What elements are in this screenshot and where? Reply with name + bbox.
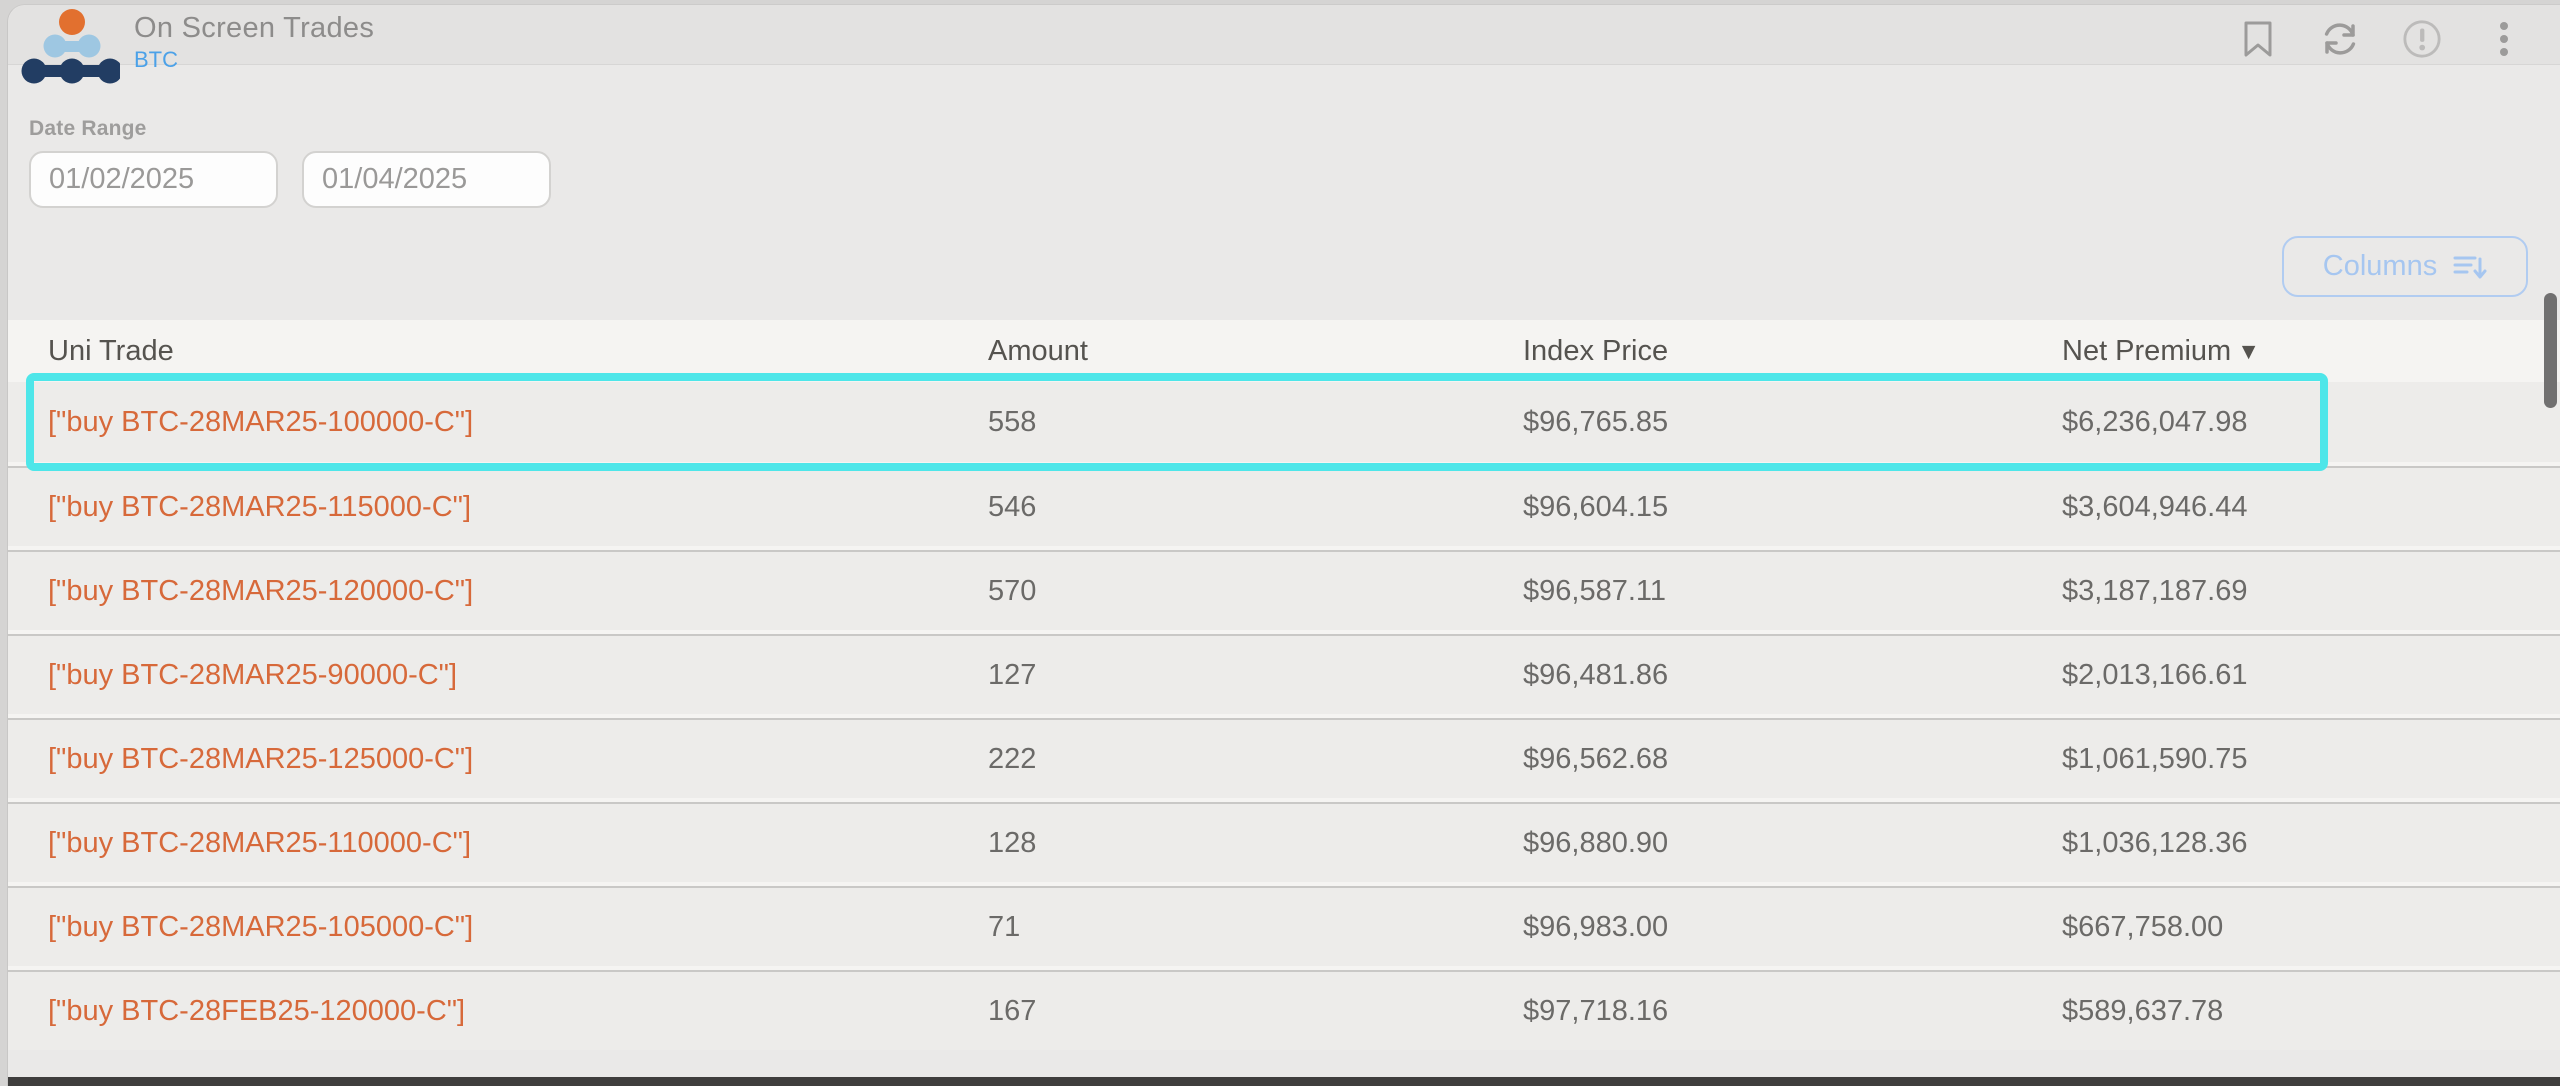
uni-trade-cell[interactable]: ["buy BTC-28MAR25-115000-C"] — [48, 490, 472, 523]
column-sort-icon — [2453, 256, 2487, 278]
bottom-edge-bar — [8, 1077, 2560, 1086]
uni-trade-cell[interactable]: ["buy BTC-28MAR25-105000-C"] — [48, 910, 474, 943]
table-toolbar: Columns — [8, 208, 2560, 320]
page-title: On Screen Trades — [134, 12, 375, 44]
net-premium-cell: $3,604,946.44 — [2062, 490, 2248, 523]
net-premium-cell: $3,187,187.69 — [2062, 574, 2248, 607]
table-row[interactable]: ["buy BTC-28MAR25-105000-C"] 71 $96,983.… — [8, 886, 2560, 966]
table-row[interactable]: ["buy BTC-28MAR25-115000-C"] 546 $96,604… — [8, 466, 2560, 546]
sort-desc-icon: ▼ — [2237, 337, 2260, 364]
net-premium-cell: $1,036,128.36 — [2062, 826, 2248, 859]
amount-cell: 570 — [988, 574, 1037, 607]
index-price-cell: $96,587.11 — [1523, 574, 1666, 607]
uni-trade-cell[interactable]: ["buy BTC-28MAR25-110000-C"] — [48, 826, 472, 859]
amount-cell: 127 — [988, 658, 1037, 691]
uni-trade-cell[interactable]: ["buy BTC-28MAR25-100000-C"] — [48, 405, 474, 438]
net-premium-cell: $2,013,166.61 — [2062, 658, 2248, 691]
main-panel: On Screen Trades BTC — [7, 4, 2560, 1086]
table-header-row: Uni Trade Amount Index Price Net Premium… — [8, 320, 2560, 382]
top-bar: On Screen Trades BTC — [8, 5, 2560, 83]
more-menu-icon[interactable] — [2484, 19, 2524, 59]
columns-button[interactable]: Columns — [2282, 236, 2528, 297]
vertical-scrollbar[interactable] — [2544, 293, 2557, 408]
index-price-cell: $97,718.16 — [1523, 994, 1669, 1027]
amount-cell: 558 — [988, 405, 1037, 438]
column-header-net-premium[interactable]: Net Premium ▼ — [2062, 334, 2260, 367]
net-premium-cell: $1,061,590.75 — [2062, 742, 2248, 775]
table-row[interactable]: ["buy BTC-28FEB25-120000-C"] 167 $97,718… — [8, 970, 2560, 1050]
info-icon[interactable] — [2402, 19, 2442, 59]
net-premium-cell: $667,758.00 — [2062, 910, 2224, 943]
table-row[interactable]: ["buy BTC-28MAR25-125000-C"] 222 $96,562… — [8, 718, 2560, 798]
amount-cell: 128 — [988, 826, 1037, 859]
index-price-cell: $96,604.15 — [1523, 490, 1669, 523]
amount-cell: 222 — [988, 742, 1037, 775]
uni-trade-cell[interactable]: ["buy BTC-28MAR25-125000-C"] — [48, 742, 474, 775]
amount-cell: 546 — [988, 490, 1037, 523]
amount-cell: 71 — [988, 910, 1021, 943]
net-premium-cell: $6,236,047.98 — [2062, 405, 2248, 438]
index-price-cell: $96,562.68 — [1523, 742, 1669, 775]
column-header-uni-trade[interactable]: Uni Trade — [48, 334, 174, 367]
uni-trade-cell[interactable]: ["buy BTC-28MAR25-90000-C"] — [48, 658, 458, 691]
table-row[interactable]: ["buy BTC-28MAR25-120000-C"] 570 $96,587… — [8, 550, 2560, 630]
amount-cell: 167 — [988, 994, 1037, 1027]
date-to-input[interactable] — [302, 151, 551, 208]
date-range-label: Date Range — [29, 117, 147, 140]
table-row[interactable]: ["buy BTC-28MAR25-100000-C"] 558 $96,765… — [8, 373, 2560, 471]
index-price-cell: $96,765.85 — [1523, 405, 1669, 438]
refresh-icon[interactable] — [2320, 19, 2360, 59]
columns-button-label: Columns — [2322, 250, 2438, 282]
uni-trade-cell[interactable]: ["buy BTC-28MAR25-120000-C"] — [48, 574, 474, 607]
date-from-input[interactable] — [29, 151, 278, 208]
table-row[interactable]: ["buy BTC-28MAR25-110000-C"] 128 $96,880… — [8, 802, 2560, 882]
uni-trade-cell[interactable]: ["buy BTC-28FEB25-120000-C"] — [48, 994, 466, 1027]
index-price-cell: $96,983.00 — [1523, 910, 1669, 943]
index-price-cell: $96,481.86 — [1523, 658, 1669, 691]
app-logo-icon — [21, 8, 120, 83]
table-body: ["buy BTC-28MAR25-100000-C"] 558 $96,765… — [8, 373, 2560, 1050]
net-premium-cell: $589,637.78 — [2062, 994, 2224, 1027]
column-header-index-price[interactable]: Index Price — [1523, 334, 1669, 367]
index-price-cell: $96,880.90 — [1523, 826, 1669, 859]
table-row[interactable]: ["buy BTC-28MAR25-90000-C"] 127 $96,481.… — [8, 634, 2560, 714]
column-header-amount[interactable]: Amount — [988, 334, 1088, 367]
bookmark-icon[interactable] — [2238, 19, 2278, 59]
page-subtitle-asset[interactable]: BTC — [134, 47, 178, 72]
filters-section: Date Range — [8, 65, 2560, 208]
